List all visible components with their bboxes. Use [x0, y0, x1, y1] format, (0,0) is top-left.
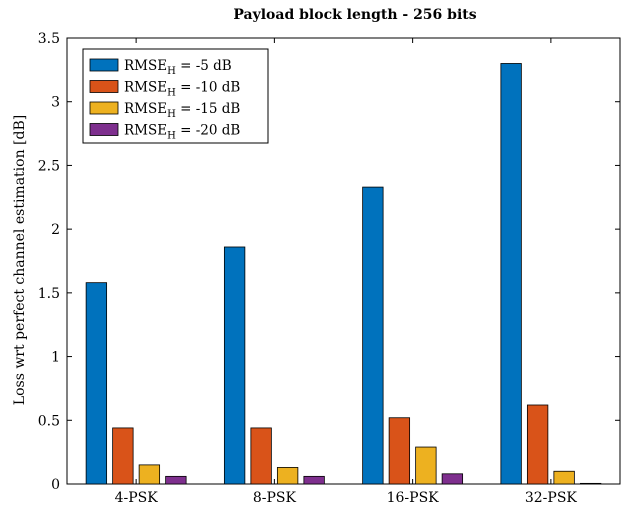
y-tick-label: 0 [51, 477, 60, 493]
bar [441, 473, 464, 485]
legend-entry-suffix: = -20 dB [176, 123, 241, 139]
legend-entry: RMSEH = -5 dB [124, 58, 232, 77]
legend-entry: RMSEH = -10 dB [124, 80, 240, 99]
bar [579, 482, 602, 485]
bar [85, 282, 108, 485]
plot-area: 0 0.5 1 1.5 2 2.5 3 3.5 4-PSK 8-PSK 16-PSK 32-PSK [38, 31, 621, 506]
legend-entry: RMSEH = -15 dB [124, 101, 240, 120]
legend-swatch [89, 80, 119, 93]
x-tick-label: 8-PSK [253, 490, 297, 506]
bar [223, 246, 246, 485]
y-tick-label: 1 [51, 350, 60, 366]
chart-title: Payload block length - 256 bits [233, 7, 476, 23]
legend-entry-subscript: H [167, 109, 176, 120]
bar [553, 470, 575, 485]
legend-entry-suffix: = -5 dB [176, 58, 232, 74]
legend-entry-suffix: = -15 dB [176, 101, 241, 117]
legend-entry-subscript: H [167, 131, 176, 142]
y-tick-label: 1.5 [38, 286, 60, 302]
y-tick-label: 3.5 [38, 31, 60, 47]
legend-swatch [89, 101, 119, 115]
bar [138, 464, 161, 485]
bar [165, 475, 187, 485]
x-tick-label: 4-PSK [115, 490, 159, 506]
bar [526, 404, 549, 485]
bar [250, 427, 272, 485]
legend-entry-main: RMSE [124, 123, 167, 139]
legend-entry-main: RMSE [124, 80, 167, 96]
x-tick-label: 16-PSK [387, 490, 440, 506]
bar [500, 63, 522, 485]
legend-entry: RMSEH = -20 dB [124, 123, 240, 142]
legend-entry-subscript: H [167, 88, 176, 99]
legend-entry-subscript: H [167, 66, 176, 77]
legend-entry-suffix: = -10 dB [176, 80, 241, 96]
y-tick-label: 0.5 [38, 413, 60, 429]
y-tick-label: 2.5 [38, 158, 60, 174]
legend-entry-main: RMSE [124, 101, 167, 117]
bar [276, 467, 299, 485]
y-axis-label: Loss wrt perfect channel estimation [dB] [12, 115, 28, 405]
legend-entry-main: RMSE [124, 58, 167, 74]
y-tick-label: 3 [51, 95, 60, 111]
y-tick-label: 2 [51, 222, 60, 238]
bar [415, 446, 437, 485]
x-tick-label: 32-PSK [525, 490, 578, 506]
bar [388, 417, 411, 485]
bar [112, 427, 134, 485]
axes-frame [66, 37, 621, 485]
legend-swatch [89, 123, 119, 136]
bar [303, 475, 325, 485]
bar [362, 186, 384, 485]
legend-swatch [89, 58, 119, 72]
